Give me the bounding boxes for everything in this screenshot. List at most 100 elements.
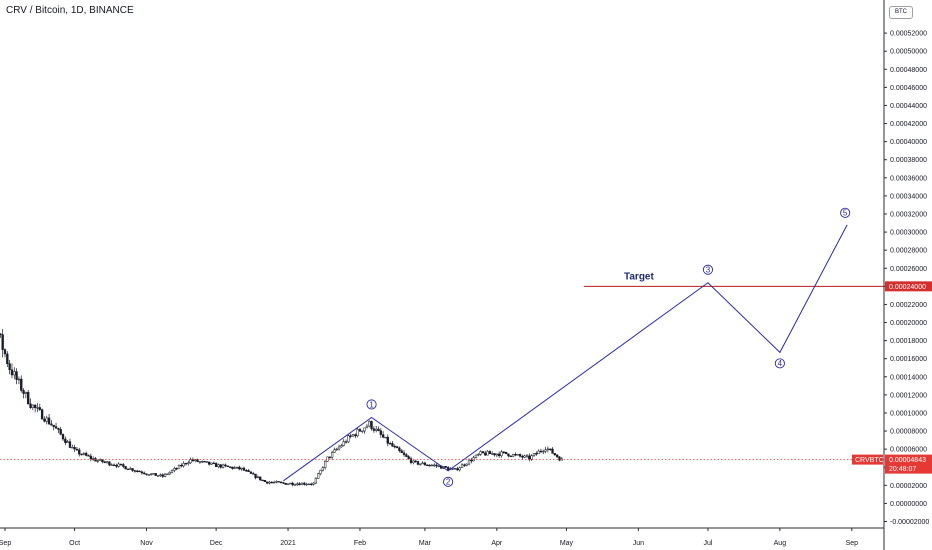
price-tick-label: 0.00018000 xyxy=(890,338,927,345)
candle-body xyxy=(542,450,545,453)
candle-body xyxy=(349,435,352,437)
candle-body xyxy=(530,455,533,460)
candle-body xyxy=(305,483,308,486)
candle-body xyxy=(254,473,257,479)
candle-body xyxy=(330,452,334,458)
candle-body xyxy=(122,464,125,467)
time-tick-label: Jul xyxy=(703,540,712,547)
candle-body xyxy=(463,464,466,466)
price-tick-label: 0.00050000 xyxy=(890,49,927,56)
candle-body xyxy=(549,448,552,450)
candle-body xyxy=(196,459,199,462)
time-tick-label: Mar xyxy=(419,540,432,547)
time-tick-label: Nov xyxy=(140,540,153,547)
price-tick-label: 0.00014000 xyxy=(890,374,927,381)
candle-body xyxy=(152,473,155,475)
price-tick-label: 0.00048000 xyxy=(890,67,927,74)
candle-body xyxy=(219,464,222,468)
candle-body xyxy=(71,447,74,449)
candle-body xyxy=(407,456,410,459)
price-tick-label: 0.00042000 xyxy=(890,121,927,128)
candle-body xyxy=(115,465,118,467)
candle-body xyxy=(184,462,188,465)
candle-body xyxy=(495,453,498,456)
candle-body xyxy=(279,481,283,484)
candle-body xyxy=(266,481,269,484)
candle-body xyxy=(337,446,341,450)
candle-body xyxy=(275,481,278,483)
candle-body xyxy=(54,426,58,429)
candle-body xyxy=(458,467,461,471)
candle-body xyxy=(395,446,399,449)
candle-body xyxy=(231,466,234,469)
candle-body xyxy=(409,458,413,463)
candle-body xyxy=(126,468,130,471)
candle-body xyxy=(446,467,450,470)
candle-body xyxy=(393,446,396,448)
candle-body xyxy=(423,462,427,466)
candle-body xyxy=(166,473,169,476)
candle-body xyxy=(52,424,55,427)
candle-body xyxy=(391,443,394,447)
candle-body xyxy=(47,417,51,425)
candle-body xyxy=(286,483,290,485)
time-tick-label: Jun xyxy=(633,540,644,547)
time-tick-label: Dec xyxy=(210,540,223,547)
candle-body xyxy=(556,454,559,458)
candle-body xyxy=(537,450,540,455)
candle-body xyxy=(377,428,380,431)
currency-badge[interactable]: BTC xyxy=(889,6,913,19)
price-tick-label: 0.00040000 xyxy=(890,139,927,146)
candle-body xyxy=(351,434,355,437)
candle-body xyxy=(521,455,524,458)
candle-body xyxy=(470,459,473,462)
candle-body xyxy=(45,417,48,422)
symbol-tag-text: CRVBTC xyxy=(855,457,884,464)
candle-body xyxy=(89,455,92,460)
target-price-tag xyxy=(885,281,932,292)
candle-body xyxy=(201,461,204,463)
candle-body xyxy=(421,462,424,465)
candle-body xyxy=(208,461,211,465)
candle-body xyxy=(82,453,86,455)
candle-body xyxy=(310,483,313,486)
candle-body xyxy=(163,473,167,477)
candle-body xyxy=(375,428,378,431)
candle-body xyxy=(379,430,382,435)
candle-body xyxy=(430,464,434,467)
time-tick-label: Sep xyxy=(0,540,11,547)
candle-body xyxy=(203,461,206,463)
annotations: Target 1 2 3 4 5 CRVBTC xyxy=(0,207,884,487)
candle-body xyxy=(340,445,343,448)
candle-body xyxy=(284,482,287,485)
candle-body xyxy=(249,471,253,474)
price-tick-label: 0.00032000 xyxy=(890,211,927,218)
candle-body xyxy=(175,468,178,470)
candle-body xyxy=(205,461,208,463)
candle-body xyxy=(240,467,243,470)
candle-body xyxy=(416,461,420,465)
candle-body xyxy=(0,333,2,335)
candle-body xyxy=(368,421,371,427)
candle-body xyxy=(233,467,236,469)
candle-body xyxy=(335,448,338,451)
time-tick-label: Feb xyxy=(354,540,366,547)
candle-body xyxy=(477,454,480,456)
candle-body xyxy=(321,467,324,471)
candle-body xyxy=(428,464,431,467)
candle-body xyxy=(444,466,447,468)
candle-body xyxy=(68,441,72,448)
candle-body xyxy=(511,454,515,457)
candle-body xyxy=(324,460,327,468)
elliott-wave-path xyxy=(283,224,848,482)
candle-body xyxy=(173,468,176,471)
candle-body xyxy=(535,453,538,455)
candle-body xyxy=(426,464,429,466)
candle-body xyxy=(317,473,320,479)
candle-body xyxy=(13,371,16,376)
candle-body xyxy=(488,451,492,455)
candle-body xyxy=(419,463,422,465)
candle-body xyxy=(514,454,517,456)
candle-body xyxy=(400,450,403,454)
